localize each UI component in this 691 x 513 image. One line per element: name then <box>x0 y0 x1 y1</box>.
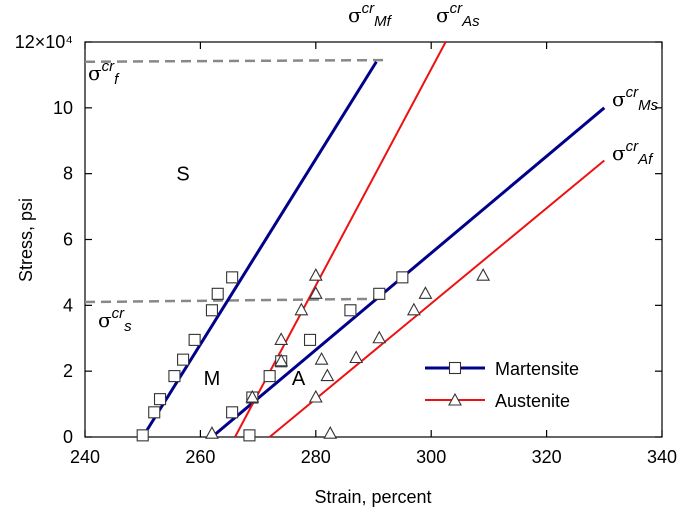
y-tick-label: 6 <box>63 230 73 250</box>
martensite-point <box>188 333 201 346</box>
region-label-m: M <box>204 368 221 390</box>
label-superscript: cr <box>112 305 126 322</box>
martensite-point <box>211 287 224 300</box>
martensite-point <box>177 353 190 366</box>
austenite-point <box>205 426 219 439</box>
martensite-point <box>396 271 409 284</box>
label-subscript: f <box>114 71 120 88</box>
martensite-point <box>344 304 357 317</box>
line-sigma-cr-mf <box>141 60 378 438</box>
label-symbol: σ <box>612 141 626 165</box>
label-sigma-cr-ms: σcrMs <box>612 84 659 114</box>
martensite-point <box>303 333 317 346</box>
x-axis-label: Strain, percent <box>314 487 431 507</box>
austenite-point <box>406 302 421 316</box>
label-symbol: σ <box>98 308 112 332</box>
dashed-line-sigma-cr-f <box>84 58 386 63</box>
label-superscript: cr <box>626 138 640 155</box>
austenite-point <box>320 368 335 382</box>
region-label-a: A <box>292 368 306 390</box>
austenite-point <box>349 350 364 364</box>
x-tick-label: 320 <box>532 447 562 467</box>
y-tick-label: 12×10⁴ <box>15 32 73 52</box>
label-subscript: s <box>124 318 132 335</box>
martensite-point <box>226 271 239 284</box>
y-axis: 0 2 4 6 8 10 12×10⁴ <box>15 32 662 447</box>
data-points <box>136 268 491 442</box>
label-subscript: Af <box>637 151 654 168</box>
austenite-point <box>274 332 289 345</box>
austenite-point <box>308 268 323 281</box>
austenite-point <box>308 389 323 403</box>
y-tick-label: 10 <box>53 98 73 118</box>
label-subscript: Mf <box>374 13 392 30</box>
label-symbol: σ <box>612 87 626 111</box>
martensite-point <box>243 429 256 442</box>
label-subscript: As <box>461 13 480 30</box>
martensite-point <box>263 370 276 383</box>
austenite-point <box>274 353 289 367</box>
x-tick-label: 300 <box>416 447 446 467</box>
x-tick-label: 240 <box>70 447 100 467</box>
martensite-point <box>168 370 181 383</box>
austenite-point <box>294 302 309 316</box>
region-label-s: S <box>176 164 189 186</box>
dashed-lines <box>84 58 386 304</box>
austenite-point <box>476 268 491 281</box>
label-superscript: cr <box>626 84 640 101</box>
label-sigma-cr-f: σcrf <box>88 58 120 88</box>
label-sigma-cr-as: σcrAs <box>436 0 480 30</box>
martensite-point <box>148 406 161 419</box>
label-subscript: Ms <box>638 97 658 114</box>
martensite-point <box>205 304 218 317</box>
x-tick-label: 340 <box>647 447 677 467</box>
martensite-point <box>373 287 386 300</box>
x-tick-label: 260 <box>185 447 215 467</box>
y-tick-label: 0 <box>63 427 73 447</box>
legend-austenite-marker <box>448 392 462 406</box>
legend-martensite-marker <box>448 361 462 375</box>
x-tick-label: 280 <box>301 447 331 467</box>
line-sigma-cr-af <box>269 159 605 438</box>
austenite-point <box>372 330 387 344</box>
x-axis: 240 260 280 300 320 340 <box>70 42 677 467</box>
austenite-point <box>323 426 338 439</box>
austenite-point <box>314 351 329 365</box>
y-axis-label: Stress, psi <box>16 198 36 282</box>
dashed-line-sigma-cr-s <box>84 297 386 304</box>
austenite-point <box>418 286 433 299</box>
label-sigma-cr-s: σcrs <box>98 305 132 335</box>
label-symbol: σ <box>348 3 362 27</box>
region-labels: S M A <box>176 164 305 390</box>
label-superscript: cr <box>362 0 376 17</box>
austenite-point <box>308 286 323 299</box>
martensite-point <box>153 393 167 406</box>
legend-martensite-label: Martensite <box>495 359 579 379</box>
legend: Martensite Austenite <box>425 359 579 411</box>
label-superscript: cr <box>102 58 116 75</box>
martensite-point <box>226 406 239 419</box>
label-symbol: σ <box>436 3 450 27</box>
austenite-point <box>245 389 260 403</box>
y-tick-label: 8 <box>63 164 73 184</box>
y-tick-label: 2 <box>63 361 73 381</box>
label-sigma-cr-af: σcrAf <box>612 138 654 168</box>
martensite-point <box>136 429 149 442</box>
y-tick-label: 4 <box>63 295 73 315</box>
label-symbol: σ <box>88 61 102 85</box>
label-sigma-cr-mf: σcrMf <box>348 0 393 30</box>
label-superscript: cr <box>450 0 464 17</box>
legend-austenite-label: Austenite <box>495 391 570 411</box>
